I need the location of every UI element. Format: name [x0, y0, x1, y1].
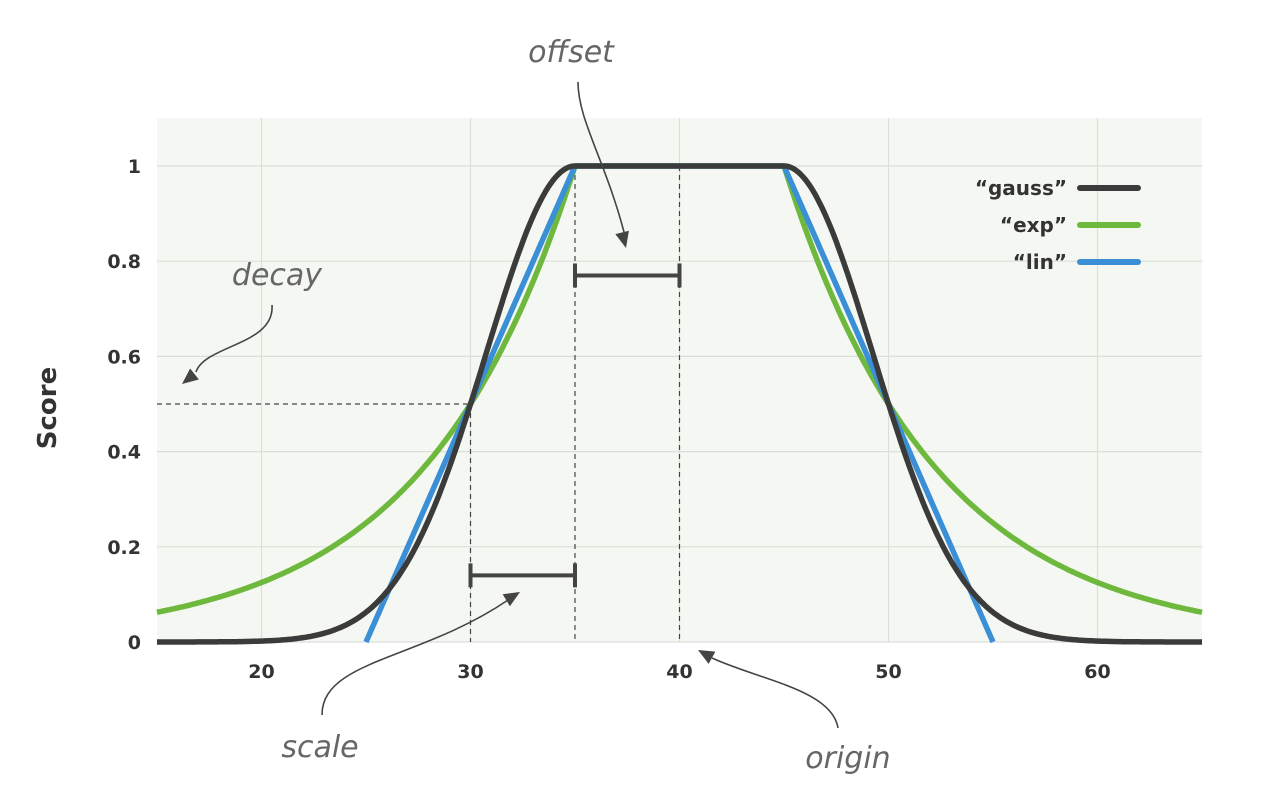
x-axis-ticks: 20 30 40 50 60 [248, 661, 1110, 683]
y-tick-label: 0.6 [107, 346, 141, 368]
x-tick-label: 50 [875, 661, 901, 683]
legend-label: “gauss” [975, 176, 1067, 200]
y-axis-ticks: 0 0.2 0.4 0.6 0.8 1 [107, 156, 141, 654]
y-tick-label: 0.2 [107, 537, 141, 559]
legend-label: “exp” [1000, 213, 1067, 237]
decay-arrow [182, 304, 273, 384]
annotation-offset: offset [528, 35, 615, 70]
y-tick-label: 0.4 [107, 442, 141, 464]
scale-arrow [321, 592, 520, 716]
offset-bracket [573, 263, 682, 288]
legend-label: “lin” [1013, 250, 1067, 274]
annotation-decay: decay [232, 258, 323, 293]
y-tick-label: 0 [128, 632, 141, 654]
origin-arrow [698, 650, 839, 729]
x-tick-label: 20 [248, 661, 274, 683]
annotation-origin: origin [805, 741, 890, 776]
y-tick-label: 0.8 [107, 251, 141, 273]
brackets [468, 263, 682, 588]
offset-arrow [577, 81, 629, 248]
legend-item-lin: “lin” [1013, 250, 1141, 274]
x-tick-label: 30 [457, 661, 483, 683]
series-line-gauss [156, 163, 1203, 645]
guide-lines [157, 166, 681, 642]
scale-bracket [468, 563, 577, 588]
x-tick-label: 40 [666, 661, 692, 683]
y-axis-title: Score [33, 367, 63, 449]
legend-item-gauss: “gauss” [975, 176, 1141, 200]
series-lines [156, 163, 1203, 645]
annotation-scale: scale [281, 730, 358, 765]
legend: “gauss” “exp” “lin” [975, 176, 1141, 274]
y-tick-label: 1 [128, 156, 141, 178]
x-tick-label: 60 [1084, 661, 1110, 683]
legend-item-exp: “exp” [1000, 213, 1141, 237]
annotation-arrows [182, 81, 839, 729]
